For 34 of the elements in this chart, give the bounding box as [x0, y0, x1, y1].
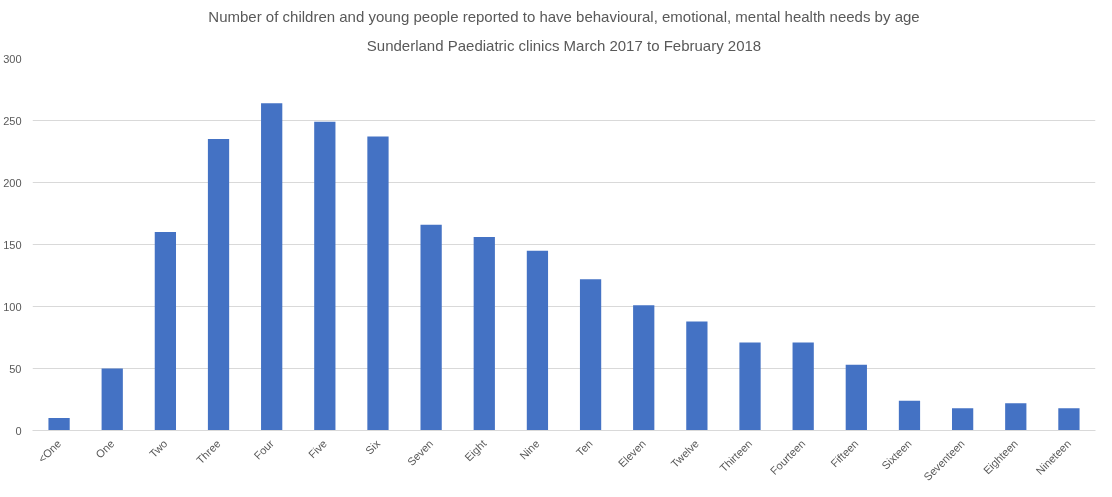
y-tick-label: 0	[15, 424, 22, 437]
bar	[314, 121, 336, 431]
x-tick-label: One	[93, 437, 117, 461]
y-tick-label: 200	[3, 176, 22, 189]
bar	[367, 136, 389, 431]
bar	[686, 321, 708, 431]
y-tick-label: 50	[9, 362, 22, 375]
x-tick-label: Ten	[573, 437, 595, 459]
x-tick-label: Two	[146, 437, 170, 461]
bar	[473, 237, 495, 431]
bar	[633, 305, 655, 431]
y-tick-label: 150	[3, 238, 22, 251]
bar	[898, 400, 921, 431]
bar	[1005, 403, 1027, 431]
y-tick-label: 300	[3, 52, 22, 65]
bar	[207, 139, 230, 431]
bar	[526, 250, 549, 431]
bar	[792, 342, 814, 431]
bar	[101, 368, 123, 431]
chart-title: Number of children and young people reported to have behavioural, emotional, mental health needs by age	[208, 7, 920, 25]
bar	[845, 364, 867, 431]
y-tick-label: 100	[3, 300, 22, 313]
bar	[154, 232, 177, 431]
bar	[420, 224, 442, 431]
bar	[261, 103, 283, 431]
bar	[579, 279, 602, 431]
bar	[1058, 408, 1080, 431]
x-tick-label: Five	[305, 437, 330, 461]
bar	[48, 418, 70, 431]
y-tick-label: 250	[3, 114, 22, 127]
bar	[951, 408, 974, 431]
bar	[739, 342, 761, 431]
chart-subtitle: Sunderland Paediatric clinics March 2017 to February 2018	[366, 36, 762, 54]
x-tick-label: Six	[362, 436, 383, 457]
